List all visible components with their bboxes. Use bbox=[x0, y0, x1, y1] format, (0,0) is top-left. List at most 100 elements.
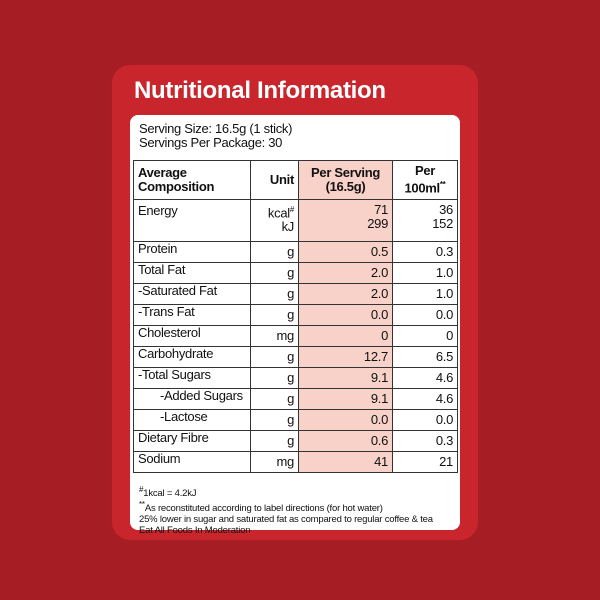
per-100ml-cell: 1.0 bbox=[392, 283, 458, 305]
unit: g bbox=[255, 266, 294, 280]
nutrient-name: -Total Sugars bbox=[133, 367, 251, 389]
per-serving-cell: 0.0 bbox=[298, 304, 393, 326]
servings-per-package: Servings Per Package: 30 bbox=[139, 135, 283, 150]
unit: g bbox=[255, 371, 294, 385]
per-serving-cell: 0.5 bbox=[298, 241, 393, 263]
footnote: **As reconstituted according to label di… bbox=[139, 499, 433, 514]
nutrient-name: Cholesterol bbox=[133, 325, 251, 347]
per-100ml-value: 36 bbox=[439, 202, 453, 217]
nutrient-name: Protein bbox=[133, 241, 251, 263]
per-serving-value: 0.5 bbox=[370, 244, 388, 259]
nutrient-name: Energy bbox=[133, 199, 251, 242]
per-serving-cell: 71 299 bbox=[298, 199, 393, 242]
unit-cell: g bbox=[250, 304, 299, 326]
nutrient-row: Carbohydrate g 12.7 6.5 bbox=[133, 346, 458, 368]
per-100ml-cell: 0 bbox=[392, 325, 458, 347]
unit: g bbox=[255, 308, 294, 322]
unit-cell: g bbox=[250, 388, 299, 410]
unit: g bbox=[255, 434, 294, 448]
nutrient-name: Carbohydrate bbox=[133, 346, 251, 368]
per-100ml-value: 4.6 bbox=[435, 391, 453, 406]
footnote: 25% lower in sugar and saturated fat as … bbox=[139, 514, 433, 525]
unit: g bbox=[255, 287, 294, 301]
footnote-mark: ** bbox=[439, 180, 446, 190]
nutrient-name: Dietary Fibre bbox=[133, 430, 251, 452]
per-serving-cell: 41 bbox=[298, 451, 393, 473]
per-serving-value: 0.0 bbox=[370, 307, 388, 322]
per-100ml-cell: 21 bbox=[392, 451, 458, 473]
label-panel: Serving Size: 16.5g (1 stick) Servings P… bbox=[130, 115, 460, 536]
unit-text: g bbox=[287, 433, 294, 448]
nutrient-row: -Lactose g 0.0 0.0 bbox=[133, 409, 458, 431]
per-serving-cell: 0 bbox=[298, 325, 393, 347]
per-100ml-cell: 4.6 bbox=[392, 388, 458, 410]
footnote-text: 1kcal = 4.2kJ bbox=[143, 488, 197, 500]
unit-cell: g bbox=[250, 241, 299, 263]
per-100ml-value: 1.0 bbox=[435, 286, 453, 301]
nutrient-name: -Lactose bbox=[133, 409, 251, 431]
nutrient-row: -Total Sugars g 9.1 4.6 bbox=[133, 367, 458, 389]
unit-text: g bbox=[287, 265, 294, 280]
per-100ml-cell: 0.0 bbox=[392, 409, 458, 431]
unit: g bbox=[255, 413, 294, 427]
unit-text: kcal bbox=[267, 205, 290, 221]
unit-text: g bbox=[287, 349, 294, 364]
nutrient-name: -Added Sugars bbox=[133, 388, 251, 410]
per-serving-cell: 0.6 bbox=[298, 430, 393, 452]
per-serving-value: 71 bbox=[374, 202, 388, 217]
nutrient-name: -Trans Fat bbox=[133, 304, 251, 326]
per-serving-value: 41 bbox=[374, 454, 388, 469]
per-serving-value: 2.0 bbox=[370, 265, 388, 280]
unit-text: g bbox=[287, 244, 294, 259]
nutrient-name: Sodium bbox=[133, 451, 251, 473]
per-100ml-value: 152 bbox=[432, 216, 453, 231]
header-composition: Average Composition bbox=[133, 160, 251, 200]
per-100ml-value: 0.3 bbox=[435, 244, 453, 259]
header-per-100ml: Per 100ml** bbox=[392, 160, 458, 200]
unit-text: g bbox=[287, 412, 294, 427]
unit-text: g bbox=[287, 370, 294, 385]
footnote-text: As reconstituted according to label dire… bbox=[144, 503, 383, 515]
per-serving-value: 9.1 bbox=[370, 391, 388, 406]
nutrition-table: Average Composition Unit Per Serving (16.5… bbox=[133, 160, 458, 473]
per-serving-value: 0.0 bbox=[370, 412, 388, 427]
unit: kcal# bbox=[255, 203, 294, 220]
per-serving-cell: 2.0 bbox=[298, 262, 393, 284]
nutrient-row: -Trans Fat g 0.0 0.0 bbox=[133, 304, 458, 326]
nutrient-row: Dietary Fibre g 0.6 0.3 bbox=[133, 430, 458, 452]
unit-cell: mg bbox=[250, 325, 299, 347]
footnote-mark: # bbox=[139, 485, 144, 494]
per-100ml-cell: 0.0 bbox=[392, 304, 458, 326]
footnote: Eat All Foods In Moderation bbox=[139, 525, 433, 536]
nutrient-row: Total Fat g 2.0 1.0 bbox=[133, 262, 458, 284]
serving-size: Serving Size: 16.5g (1 stick) bbox=[139, 121, 293, 136]
footnote-mark: ** bbox=[139, 500, 145, 510]
header-unit: Unit bbox=[250, 160, 299, 200]
per-serving-value: 0.6 bbox=[370, 433, 388, 448]
per-100ml-value: 6.5 bbox=[435, 349, 453, 364]
per-serving-value: 2.0 bbox=[370, 286, 388, 301]
per-serving-cell: 0.0 bbox=[298, 409, 393, 431]
unit-cell: kcal# kJ bbox=[250, 199, 299, 242]
footnote-text: 25% lower in sugar and saturated fat as … bbox=[139, 514, 433, 526]
unit-text: g bbox=[287, 286, 294, 301]
unit-text: mg bbox=[276, 328, 295, 343]
per-100ml-value: 0.3 bbox=[435, 433, 453, 448]
nutrient-row: Energy kcal# kJ 71 299 36 152 bbox=[133, 199, 458, 242]
per-100ml-value: 4.6 bbox=[435, 370, 453, 385]
per-100ml-value: 21 bbox=[439, 454, 453, 469]
nutrient-row: Sodium mg 41 21 bbox=[133, 451, 458, 473]
per-serving-cell: 9.1 bbox=[298, 367, 393, 389]
unit: kJ bbox=[255, 220, 295, 234]
unit: g bbox=[255, 392, 294, 406]
unit-cell: g bbox=[250, 367, 299, 389]
nutrient-row: Protein g 0.5 0.3 bbox=[133, 241, 458, 263]
nutrient-name: -Saturated Fat bbox=[133, 283, 251, 305]
per-serving-value: 299 bbox=[367, 216, 388, 231]
per-100ml-cell: 36 152 bbox=[392, 199, 458, 242]
footnote-mark: # bbox=[289, 205, 294, 214]
unit-cell: g bbox=[250, 283, 299, 305]
nutrient-row: -Saturated Fat g 2.0 1.0 bbox=[133, 283, 458, 305]
unit-cell: mg bbox=[250, 451, 299, 473]
